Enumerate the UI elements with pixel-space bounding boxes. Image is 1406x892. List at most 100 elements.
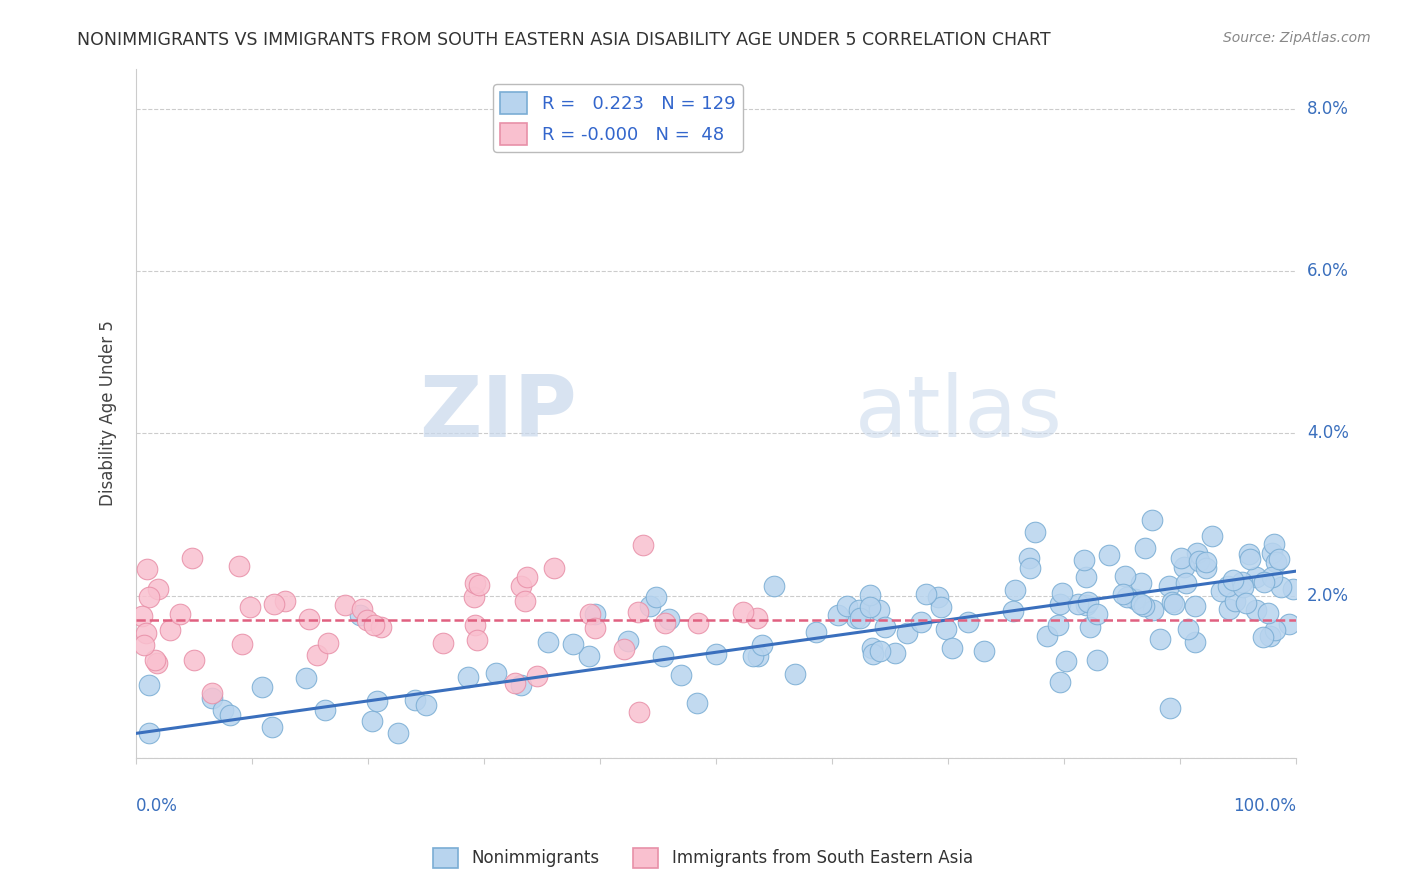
- Point: [1001, 604, 1024, 618]
- Point: [1244, 603, 1267, 617]
- Point: [361, 714, 384, 728]
- Point: [859, 588, 882, 602]
- Point: [201, 685, 224, 699]
- Point: [671, 668, 693, 682]
- Point: [169, 607, 191, 621]
- Point: [404, 692, 426, 706]
- Point: [613, 642, 636, 657]
- Point: [1078, 620, 1101, 634]
- Point: [356, 613, 378, 627]
- Point: [631, 538, 654, 552]
- Point: [1177, 622, 1199, 636]
- Point: [741, 649, 763, 664]
- Point: [1074, 570, 1097, 584]
- Point: [134, 638, 156, 652]
- Point: [579, 607, 602, 621]
- Point: [464, 618, 486, 632]
- Point: [1239, 551, 1261, 566]
- Point: [136, 562, 159, 576]
- Point: [1123, 592, 1146, 607]
- Point: [1112, 587, 1135, 601]
- Point: [1184, 599, 1206, 614]
- Point: [910, 615, 932, 629]
- Point: [1077, 594, 1099, 608]
- Point: [686, 696, 709, 710]
- Point: [617, 634, 640, 648]
- Point: [1159, 579, 1181, 593]
- Point: [146, 582, 169, 596]
- Point: [1184, 635, 1206, 649]
- Point: [1278, 617, 1301, 632]
- Point: [366, 694, 388, 708]
- Point: [1211, 584, 1233, 599]
- Text: 8.0%: 8.0%: [1306, 100, 1348, 118]
- Point: [561, 637, 583, 651]
- Point: [143, 652, 166, 666]
- Point: [1047, 617, 1070, 632]
- Point: [1073, 553, 1095, 567]
- Text: 100.0%: 100.0%: [1233, 797, 1296, 814]
- Point: [1024, 525, 1046, 540]
- Point: [929, 599, 952, 614]
- Point: [862, 647, 884, 661]
- Point: [704, 647, 727, 661]
- Point: [146, 657, 169, 671]
- Point: [180, 551, 202, 566]
- Point: [915, 587, 938, 601]
- Point: [1018, 551, 1040, 566]
- Point: [273, 594, 295, 608]
- Point: [1270, 580, 1292, 594]
- Point: [896, 626, 918, 640]
- Point: [849, 611, 872, 625]
- Point: [1230, 575, 1253, 590]
- Point: [543, 561, 565, 575]
- Point: [1282, 582, 1305, 596]
- Point: [1133, 599, 1156, 613]
- Point: [363, 617, 385, 632]
- Point: [583, 621, 606, 635]
- Point: [859, 600, 882, 615]
- Point: [763, 578, 786, 592]
- Point: [835, 599, 858, 613]
- Point: [785, 667, 807, 681]
- Point: [1049, 597, 1071, 611]
- Point: [333, 599, 356, 613]
- Point: [485, 666, 508, 681]
- Point: [1260, 629, 1282, 643]
- Point: [1195, 555, 1218, 569]
- Point: [1261, 546, 1284, 560]
- Point: [1239, 547, 1261, 561]
- Point: [1149, 632, 1171, 646]
- Point: [1130, 576, 1153, 591]
- Point: [387, 726, 409, 740]
- Point: [1263, 537, 1285, 551]
- Point: [1140, 513, 1163, 527]
- Point: [1067, 597, 1090, 611]
- Point: [510, 579, 533, 593]
- Point: [1052, 586, 1074, 600]
- Point: [1234, 596, 1257, 610]
- Point: [1253, 575, 1275, 590]
- Point: [1035, 629, 1057, 643]
- Text: 0.0%: 0.0%: [136, 797, 179, 814]
- Point: [935, 622, 957, 636]
- Text: 4.0%: 4.0%: [1306, 425, 1348, 442]
- Point: [654, 615, 676, 630]
- Point: [873, 620, 896, 634]
- Point: [537, 635, 560, 649]
- Point: [457, 670, 479, 684]
- Point: [370, 620, 392, 634]
- Point: [644, 590, 666, 604]
- Legend: R =   0.223   N = 129, R = -0.000   N =  48: R = 0.223 N = 129, R = -0.000 N = 48: [494, 85, 742, 152]
- Point: [804, 625, 827, 640]
- Point: [135, 625, 157, 640]
- Point: [1232, 580, 1254, 594]
- Point: [751, 638, 773, 652]
- Point: [314, 702, 336, 716]
- Text: ZIP: ZIP: [419, 372, 576, 455]
- Point: [218, 707, 240, 722]
- Text: atlas: atlas: [855, 372, 1063, 455]
- Point: [1173, 560, 1195, 574]
- Point: [352, 601, 374, 615]
- Point: [263, 597, 285, 611]
